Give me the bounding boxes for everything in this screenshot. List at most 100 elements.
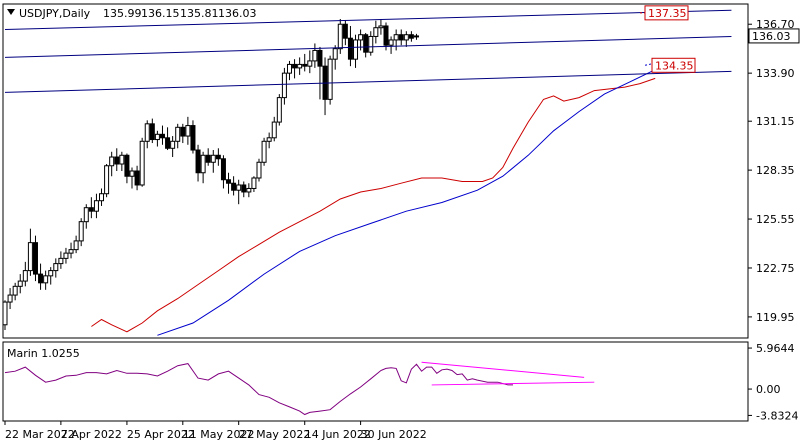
time-tick-label: 27 May 2022 — [239, 428, 311, 441]
ohlc-high: 136.15 — [141, 7, 180, 20]
price-tick-label: 119.95 — [756, 311, 795, 324]
candle-body — [236, 184, 242, 191]
price-tick-label: 136.70 — [756, 18, 795, 31]
candle-body — [63, 252, 69, 259]
candle-body — [185, 125, 191, 137]
candle-body — [383, 25, 389, 46]
candle-body — [378, 25, 384, 29]
candle-body — [195, 149, 201, 174]
candle-body — [220, 158, 226, 181]
candle-body — [68, 249, 74, 254]
channel-line — [4, 70, 732, 93]
level-label-box-upper — [644, 5, 689, 21]
candle-body — [292, 63, 298, 69]
indicator-axis: 5.9644 0.00 -3.8324 — [748, 342, 798, 422]
candle-body — [88, 207, 94, 212]
candle-body — [393, 34, 399, 41]
candle-body — [200, 154, 206, 174]
level-label-upper: 137.35 — [648, 7, 687, 20]
candle-body — [149, 123, 155, 141]
indicator-tick-label: -3.8324 — [756, 409, 798, 422]
candle-body — [205, 154, 211, 163]
price-tick-label: 128.35 — [756, 164, 795, 177]
candle-body — [358, 34, 364, 41]
candle-body — [114, 156, 120, 165]
candle-body — [7, 294, 13, 303]
candle-body — [139, 140, 145, 186]
candle-body — [144, 123, 150, 142]
candle-body — [363, 34, 369, 53]
candle-body — [226, 179, 232, 184]
moving-average-blue — [157, 62, 671, 336]
candle-body — [286, 63, 292, 74]
overlay-lines — [4, 9, 732, 416]
candle-body — [48, 270, 54, 277]
candle-body — [32, 242, 38, 275]
candle-body — [408, 34, 414, 39]
candle-body — [271, 121, 277, 139]
candle-body — [159, 133, 165, 139]
price-axis: 136.70 133.90 131.15 128.35 125.55 122.75 119.… — [748, 18, 795, 324]
time-tick-label: 7 Apr 2022 — [61, 428, 122, 441]
candle-body — [180, 126, 186, 137]
candle-body — [175, 126, 181, 142]
candle-body — [297, 63, 303, 69]
indicator-trend-line — [431, 381, 595, 386]
candle-body — [332, 48, 338, 60]
candle-body — [210, 154, 216, 163]
candle-body — [22, 270, 28, 282]
time-tick-label: 11 May 2022 — [183, 428, 255, 441]
candle-body — [347, 37, 353, 60]
candle-body — [342, 23, 348, 39]
candle-body — [276, 97, 282, 123]
channel-line — [4, 9, 732, 30]
ohlc-low: 135.81 — [180, 7, 219, 20]
candle-body — [129, 170, 135, 177]
indicator-tick-label: 0.00 — [756, 383, 781, 396]
candle-body — [190, 125, 196, 151]
indicator-tick-label: 5.9644 — [756, 342, 795, 355]
candle-body — [281, 72, 287, 99]
candle-body — [307, 60, 313, 67]
channel-line — [4, 35, 732, 58]
candle-body — [317, 49, 323, 67]
candle-body — [78, 221, 84, 242]
indicator-panel — [2, 341, 749, 422]
candle-body — [403, 34, 409, 41]
candle-body — [93, 200, 99, 212]
candle-body — [2, 301, 8, 326]
candle-body — [104, 165, 110, 195]
candle-body — [337, 23, 343, 50]
candle-body — [241, 184, 247, 193]
ohlc-open: 135.99 — [103, 7, 142, 20]
candle-body — [246, 187, 252, 193]
candle-body — [266, 137, 272, 142]
price-tick-label: 125.55 — [756, 213, 795, 226]
ohlc-close: 136.03 — [218, 7, 257, 20]
candle-body — [27, 242, 33, 272]
candle-body — [388, 39, 394, 46]
candle-body — [154, 133, 160, 141]
candle-body — [312, 49, 318, 62]
level-label-lower: 134.35 — [655, 59, 694, 72]
candle-body — [302, 63, 308, 67]
candle-body — [231, 182, 237, 191]
time-tick-label: 25 Apr 2022 — [127, 428, 195, 441]
level-label-box-lower — [651, 57, 696, 73]
time-tick-label: 30 Jun 2022 — [361, 428, 427, 441]
collapse-triangle-icon[interactable] — [7, 9, 15, 15]
candle-body — [134, 170, 140, 186]
candle-body — [413, 35, 419, 38]
candle-body — [368, 35, 374, 53]
price-tick-label: 122.75 — [756, 262, 795, 275]
candle-body — [43, 275, 49, 284]
time-tick-label: 14 Jun 2022 — [305, 428, 371, 441]
candle-body — [215, 154, 221, 160]
chart-title: USDJPY,Daily — [19, 7, 91, 20]
candle-body — [119, 154, 125, 165]
candle-body — [99, 193, 105, 202]
marin-line — [4, 363, 513, 416]
price-tick-label: 133.90 — [756, 67, 795, 80]
candle-body — [398, 34, 404, 41]
candle-body — [165, 137, 171, 149]
